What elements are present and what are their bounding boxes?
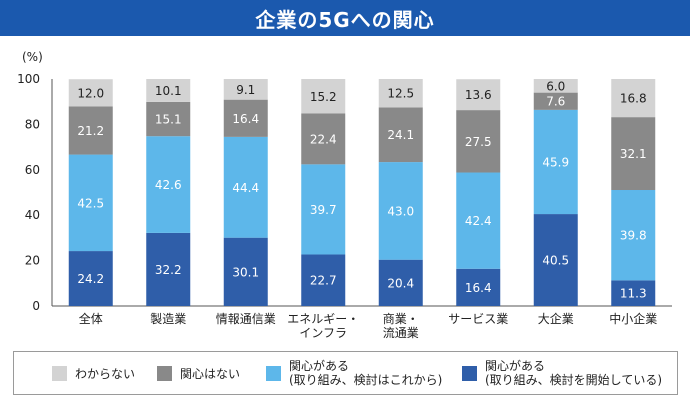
bar-value-label: 16.4 — [465, 281, 492, 295]
bar-segment — [378, 162, 423, 260]
bar-segment — [223, 237, 268, 306]
bar-value-label: 42.5 — [77, 196, 104, 210]
stacked-bar-chart: (%) 0 20 40 60 80 100 24.2 42.5 21.2 12.0 全体 32.2 42.… — [17, 50, 672, 340]
bar-value-label: 39.7 — [310, 203, 337, 217]
bar-segment — [146, 101, 191, 137]
bar-segment — [378, 107, 423, 163]
bar-segment — [68, 79, 113, 107]
bar-value-label: 45.9 — [542, 155, 569, 169]
legend-label-unknown: わからない — [75, 366, 136, 381]
bar-segment — [223, 79, 268, 100]
legend-label-interested-future: 関心がある (取り組み、検討はこれから) — [289, 359, 443, 387]
x-category-label: 流通業 — [383, 326, 419, 340]
bar-segment — [533, 109, 578, 215]
x-category-label: 中小企業 — [609, 311, 657, 326]
bar-value-label: 42.6 — [155, 178, 182, 192]
bar-value-label: 27.5 — [465, 135, 492, 149]
bar-segment — [611, 79, 656, 118]
bar-segment — [533, 214, 578, 306]
bar-segment — [223, 99, 268, 137]
y-tick-label: 20 — [25, 254, 40, 268]
bar-value-label: 39.8 — [620, 229, 647, 243]
legend-swatch-not-interested — [157, 366, 172, 381]
bar-value-label: 9.1 — [236, 83, 255, 97]
x-category-label: 商業・ — [383, 311, 419, 326]
bar-segment — [378, 79, 423, 108]
y-axis-unit-label: (%) — [22, 50, 43, 64]
y-tick-label: 60 — [25, 163, 40, 177]
x-category-label: 情報通信業 — [216, 312, 276, 326]
x-category-label: サービス業 — [448, 312, 508, 326]
bar-segment — [456, 172, 501, 269]
x-category-label: 製造業 — [150, 312, 186, 326]
bar-segment — [223, 136, 268, 238]
legend-item-interested-started: 関心がある (取り組み、検討を開始している) — [462, 359, 662, 387]
bar-value-label: 40.5 — [542, 254, 569, 268]
bar-value-label: 42.4 — [465, 214, 492, 228]
bar-segment — [611, 280, 656, 306]
y-tick-label: 0 — [32, 299, 40, 313]
bar-value-label: 20.4 — [387, 276, 414, 290]
bar-segment — [456, 110, 501, 173]
bar-value-label: 12.0 — [77, 86, 104, 100]
bar-value-label: 22.4 — [310, 132, 337, 146]
bar-segment — [378, 259, 423, 306]
bar-segment — [301, 164, 346, 255]
bar-segment — [301, 254, 346, 306]
chart-title-bar: 企業の5Gへの関心 — [0, 0, 690, 36]
bar-segment — [456, 268, 501, 306]
bar-value-label: 7.6 — [546, 95, 565, 109]
bar-value-label: 43.0 — [387, 204, 414, 218]
y-tick-label: 80 — [25, 117, 40, 131]
bar-value-label: 15.1 — [155, 113, 182, 127]
x-category-label: 全体 — [79, 311, 103, 326]
bar-value-label: 32.2 — [155, 263, 182, 277]
bar-segment — [533, 79, 578, 93]
y-tick-label: 100 — [17, 72, 40, 86]
legend-item-not-interested: 関心はない — [157, 366, 240, 381]
bar-value-label: 6.0 — [546, 79, 565, 93]
bar-value-label: 24.2 — [77, 272, 104, 286]
bar-value-label: 21.2 — [77, 124, 104, 138]
bar-segment — [533, 92, 578, 110]
bar-segment — [611, 190, 656, 281]
bar-segment — [68, 106, 113, 155]
x-category-label: エネルギー・ — [287, 312, 359, 326]
x-category-label: 大企業 — [538, 311, 574, 326]
legend-swatch-interested-started — [462, 365, 477, 381]
bar-value-label: 30.1 — [232, 265, 259, 279]
bar-value-label: 22.7 — [310, 274, 337, 288]
bar-segment — [611, 117, 656, 191]
bar-segment — [456, 79, 501, 111]
bar-value-label: 44.4 — [232, 181, 259, 195]
x-category-label: インフラ — [299, 326, 347, 340]
chart-title: 企業の5Gへの関心 — [255, 7, 435, 32]
bar-segment — [146, 136, 191, 233]
bar-segment — [301, 113, 346, 165]
bar-value-label: 24.1 — [387, 128, 414, 142]
legend-swatch-unknown — [52, 366, 67, 381]
legend-label-not-interested: 関心はない — [180, 366, 241, 381]
bar-segment — [68, 154, 113, 252]
legend-swatch-interested-future — [266, 365, 281, 381]
bar-value-label: 12.5 — [387, 87, 414, 101]
bar-segment — [146, 232, 191, 306]
bar-value-label: 16.4 — [232, 112, 259, 126]
y-tick-label: 40 — [25, 208, 40, 222]
bar-value-label: 16.8 — [620, 92, 647, 106]
bar-segment — [68, 251, 113, 306]
legend: わからない 関心はない 関心がある (取り組み、検討はこれから) 関心がある (… — [13, 351, 678, 395]
bar-value-label: 15.2 — [310, 90, 337, 104]
bar-value-label: 11.3 — [620, 287, 647, 301]
bar-value-label: 10.1 — [155, 84, 182, 98]
bar-value-label: 13.6 — [465, 88, 492, 102]
bar-segment — [146, 79, 191, 102]
legend-item-interested-future: 関心がある (取り組み、検討はこれから) — [266, 359, 442, 387]
legend-label-interested-started: 関心がある (取り組み、検討を開始している) — [485, 359, 663, 387]
bar-segment — [301, 79, 346, 114]
bar-value-label: 32.1 — [620, 147, 647, 161]
legend-item-unknown: わからない — [52, 366, 135, 381]
